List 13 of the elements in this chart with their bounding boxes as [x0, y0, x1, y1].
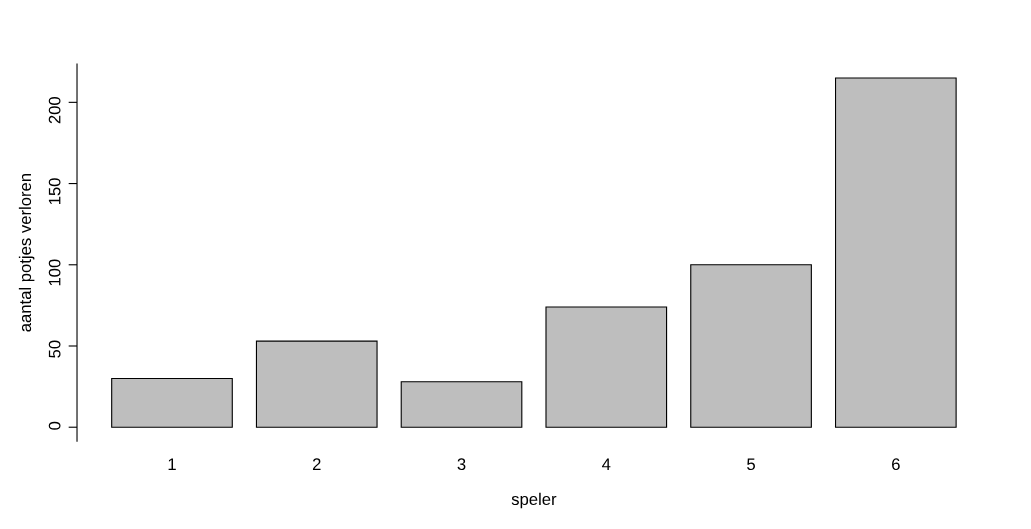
- x-tick-label: 3: [457, 458, 466, 471]
- x-tick-label: 5: [747, 458, 755, 471]
- x-tick-label: 2: [312, 458, 321, 470]
- y-tick-label: 200: [48, 96, 61, 124]
- x-axis-title: speler: [511, 492, 557, 509]
- y-tick-label: 150: [48, 178, 61, 205]
- y-axis-title: aantal potjes verloren: [18, 173, 35, 332]
- y-tick-label: 0: [48, 421, 61, 430]
- y-tick-label: 100: [48, 259, 61, 286]
- x-tick-label: 6: [892, 458, 900, 471]
- x-tick-label: 1: [168, 458, 176, 470]
- x-tick-label: 4: [602, 458, 611, 470]
- y-tick-label: 50: [48, 340, 61, 358]
